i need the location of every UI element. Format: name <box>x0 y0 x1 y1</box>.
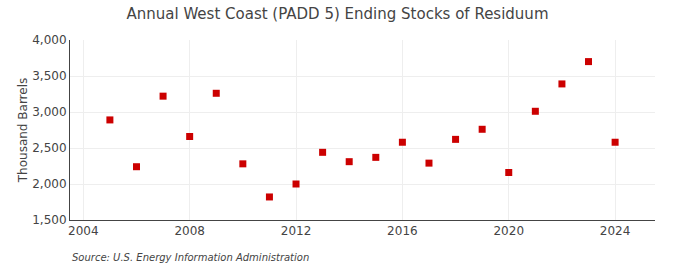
svg-text:2,500: 2,500 <box>32 141 66 155</box>
svg-text:2012: 2012 <box>281 224 312 238</box>
svg-text:Source: U.S. Energy Informatio: Source: U.S. Energy Information Administ… <box>72 252 309 263</box>
svg-text:2016: 2016 <box>387 224 418 238</box>
svg-text:2008: 2008 <box>174 224 205 238</box>
svg-text:1,500: 1,500 <box>32 213 66 227</box>
svg-text:2,000: 2,000 <box>32 177 66 191</box>
svg-text:2004: 2004 <box>68 224 99 238</box>
svg-text:Thousand Barrels: Thousand Barrels <box>16 78 30 183</box>
svg-text:4,000: 4,000 <box>32 33 66 47</box>
svg-text:3,000: 3,000 <box>32 105 66 119</box>
svg-text:3,500: 3,500 <box>32 69 66 83</box>
svg-text:Annual West Coast (PADD 5) End: Annual West Coast (PADD 5) Ending Stocks… <box>127 5 549 23</box>
svg-text:2020: 2020 <box>493 224 524 238</box>
svg-text:2024: 2024 <box>600 224 631 238</box>
